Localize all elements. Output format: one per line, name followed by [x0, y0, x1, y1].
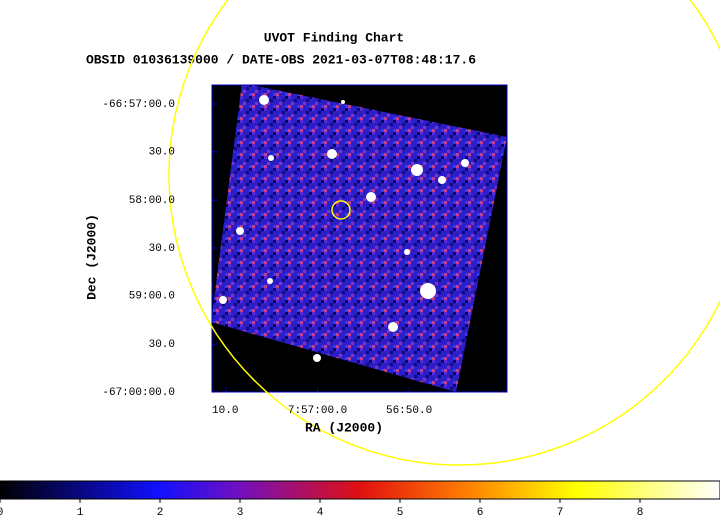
y-tick-label: 58:00.0	[129, 195, 175, 207]
plot-frame	[211, 84, 508, 393]
chart-title: UVOT Finding Chart	[264, 30, 404, 45]
colorbar-tick-label: 5	[397, 507, 404, 519]
x-tick-label: 7:57:00.0	[288, 405, 347, 417]
chart-subtitle: OBSID 01036139000 / DATE-OBS 2021-03-07T…	[86, 52, 476, 67]
colorbar	[0, 480, 720, 500]
colorbar-tick-label: 4	[317, 507, 324, 519]
field-circle	[168, 0, 720, 466]
target-circle	[331, 200, 351, 220]
sky-image	[212, 85, 507, 392]
colorbar-tick-label: 3	[237, 507, 244, 519]
y-tick-label: 59:00.0	[129, 291, 175, 303]
colorbar-tick-label: 6	[477, 507, 484, 519]
x-tick-label: 56:50.0	[386, 405, 432, 417]
colorbar-tick-label: 0	[0, 507, 3, 519]
x-axis-label: RA (J2000)	[305, 420, 383, 435]
y-tick-label: 30.0	[149, 243, 175, 255]
colorbar-tick-label: 7	[557, 507, 564, 519]
y-tick-label: -67:00:00.0	[102, 387, 175, 399]
colorbar-tick-label: 1	[77, 507, 84, 519]
y-tick-label: 30.0	[149, 339, 175, 351]
colorbar-tick-label: 8	[637, 507, 644, 519]
y-axis-label: Dec (J2000)	[84, 214, 99, 300]
y-tick-label: -66:57:00.0	[102, 99, 175, 111]
colorbar-tick-label: 2	[157, 507, 164, 519]
x-tick-label: 10.0	[212, 405, 238, 417]
y-tick-label: 30.0	[149, 147, 175, 159]
